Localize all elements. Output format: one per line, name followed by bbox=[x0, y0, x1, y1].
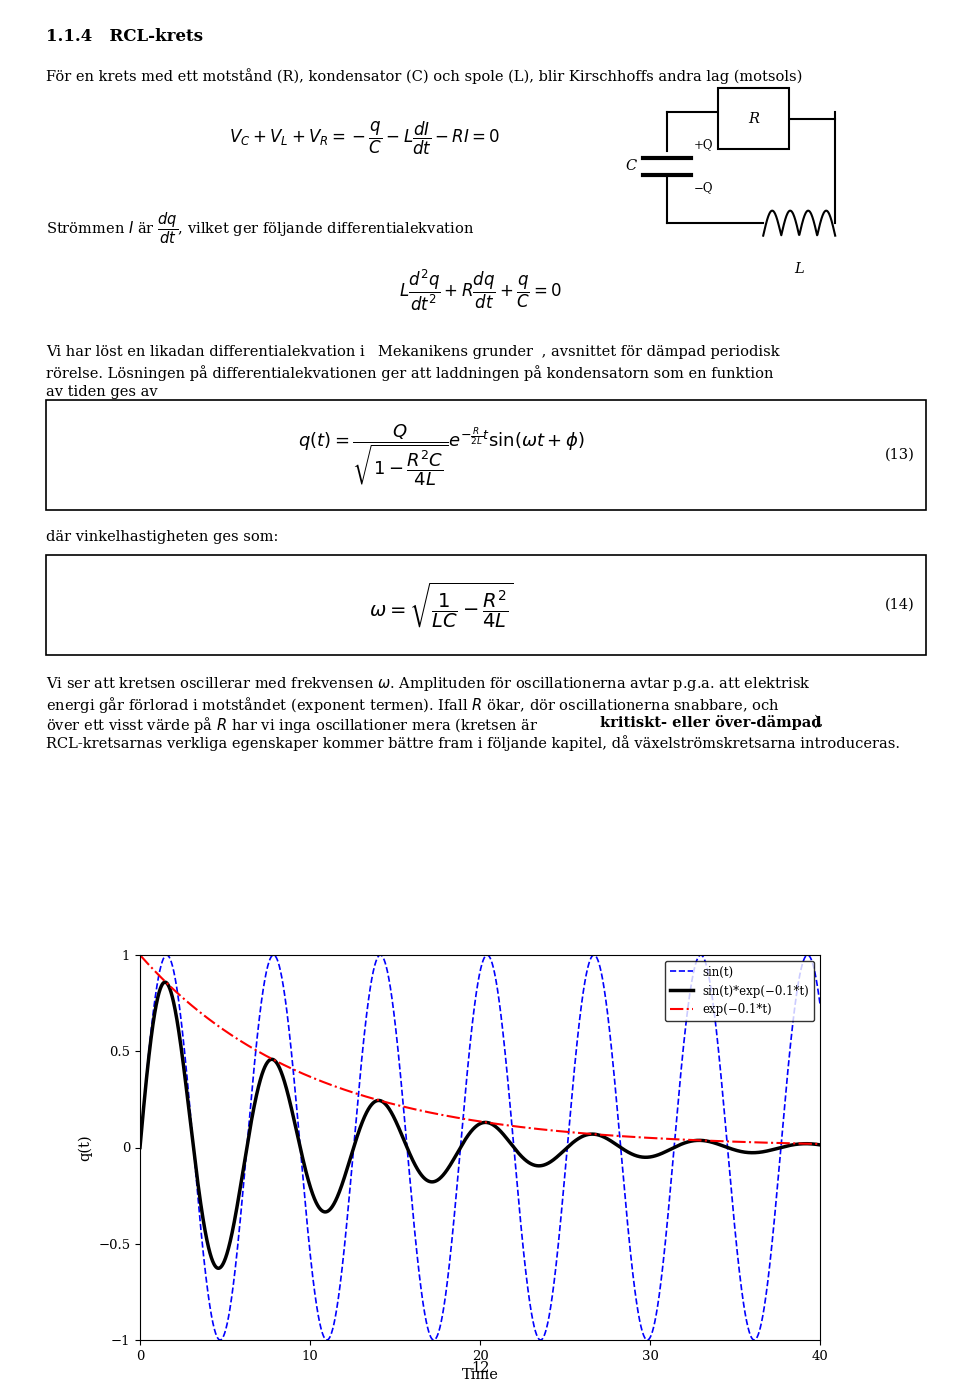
Line: sin(t)*exp(−0.1*t): sin(t)*exp(−0.1*t) bbox=[140, 983, 820, 1268]
Line: sin(t): sin(t) bbox=[140, 955, 820, 1340]
exp(−0.1*t) bbox=[134, 947, 146, 963]
Y-axis label: q(t): q(t) bbox=[78, 1134, 92, 1161]
Text: ).: ). bbox=[814, 714, 825, 728]
Text: $V_C + V_L + V_R = -\dfrac{q}{C} - L\dfrac{dI}{dt} - RI = 0$: $V_C + V_L + V_R = -\dfrac{q}{C} - L\dfr… bbox=[229, 120, 500, 157]
Text: RCL-kretsarnas verkliga egenskaper kommer bättre fram i följande kapitel, då väx: RCL-kretsarnas verkliga egenskaper komme… bbox=[46, 735, 900, 751]
Bar bbox=[46, 555, 926, 655]
sin(t)*exp(−0.1*t) bbox=[814, 1137, 826, 1154]
Text: (14): (14) bbox=[885, 598, 915, 612]
Text: Strömmen $I$ är $\dfrac{dq}{dt}$, vilket ger följande differentialekvation: Strömmen $I$ är $\dfrac{dq}{dt}$, vilket… bbox=[46, 210, 474, 246]
X-axis label: Time: Time bbox=[462, 1368, 498, 1382]
sin(t)*exp(−0.1*t) bbox=[258, 1061, 270, 1077]
sin(t)*exp(−0.1*t) bbox=[159, 974, 171, 991]
exp(−0.1*t) bbox=[814, 1136, 826, 1152]
exp(−0.1*t) bbox=[542, 1122, 554, 1138]
exp(−0.1*t) bbox=[576, 1125, 588, 1141]
exp(−0.1*t) bbox=[394, 1098, 405, 1115]
Text: där vinkelhastigheten ges som:: där vinkelhastigheten ges som: bbox=[46, 530, 278, 543]
Text: C: C bbox=[625, 160, 636, 174]
sin(t) bbox=[481, 947, 492, 963]
Text: $L\dfrac{d^2q}{dt^2} + R\dfrac{dq}{dt} + \dfrac{q}{C} = 0$: $L\dfrac{d^2q}{dt^2} + R\dfrac{dq}{dt} +… bbox=[398, 267, 562, 313]
Legend: sin(t), sin(t)*exp(−0.1*t), exp(−0.1*t): sin(t), sin(t)*exp(−0.1*t), exp(−0.1*t) bbox=[665, 960, 814, 1022]
sin(t)*exp(−0.1*t) bbox=[395, 1123, 406, 1140]
Text: −Q: −Q bbox=[694, 182, 713, 195]
sin(t)*exp(−0.1*t) bbox=[642, 1150, 654, 1166]
Text: $q(t) = \dfrac{Q}{\sqrt{1 - \dfrac{R^2C}{4L}}}e^{-\frac{R}{2L}t}\sin(\omega t + : $q(t) = \dfrac{Q}{\sqrt{1 - \dfrac{R^2C}… bbox=[299, 423, 585, 488]
sin(t) bbox=[542, 1314, 554, 1330]
sin(t) bbox=[642, 1332, 654, 1348]
sin(t) bbox=[693, 948, 705, 965]
sin(t)*exp(−0.1*t) bbox=[542, 1155, 554, 1172]
exp(−0.1*t) bbox=[257, 1047, 269, 1063]
Text: kritiskt- eller över-dämpad: kritiskt- eller över-dämpad bbox=[600, 714, 822, 730]
Text: L: L bbox=[794, 263, 804, 277]
Text: över ett visst värde på $R$ har vi inga oscillationer mera (kretsen är: över ett visst värde på $R$ har vi inga … bbox=[46, 714, 539, 735]
sin(t) bbox=[814, 995, 826, 1012]
sin(t)*exp(−0.1*t) bbox=[577, 1129, 588, 1145]
sin(t)*exp(−0.1*t) bbox=[134, 1140, 146, 1156]
Text: energi går förlorad i motståndet (exponent termen). Ifall $R$ ökar, dör oscillat: energi går förlorad i motståndet (expone… bbox=[46, 695, 780, 714]
sin(t) bbox=[134, 1140, 146, 1156]
Bar bbox=[46, 400, 926, 510]
sin(t) bbox=[214, 1332, 226, 1348]
sin(t) bbox=[577, 988, 588, 1005]
Text: av tiden ges av: av tiden ges av bbox=[46, 385, 157, 399]
FancyBboxPatch shape bbox=[718, 89, 789, 150]
Text: Vi ser att kretsen oscillerar med frekvensen $\omega$. Amplituden för oscillatio: Vi ser att kretsen oscillerar med frekve… bbox=[46, 676, 811, 694]
Text: (13): (13) bbox=[885, 448, 915, 461]
Text: 12: 12 bbox=[470, 1361, 490, 1375]
exp(−0.1*t) bbox=[641, 1130, 653, 1147]
Text: För en krets med ett motstånd (R), kondensator (C) och spole (L), blir Kirschhof: För en krets med ett motstånd (R), konde… bbox=[46, 68, 803, 83]
sin(t) bbox=[258, 979, 270, 995]
exp(−0.1*t) bbox=[693, 1131, 705, 1148]
sin(t) bbox=[395, 1061, 406, 1077]
sin(t)*exp(−0.1*t) bbox=[212, 1259, 224, 1276]
Line: exp(−0.1*t): exp(−0.1*t) bbox=[140, 955, 820, 1144]
Text: $\omega = \sqrt{\dfrac{1}{LC} - \dfrac{R^2}{4L}}$: $\omega = \sqrt{\dfrac{1}{LC} - \dfrac{R… bbox=[370, 580, 514, 630]
Text: 1.1.4   RCL-krets: 1.1.4 RCL-krets bbox=[46, 28, 204, 44]
Text: +Q: +Q bbox=[694, 138, 713, 152]
Text: Vi har löst en likadan differentialekvation i    Mekanikens grunder   , avsnitte: Vi har löst en likadan differentialekvat… bbox=[46, 345, 780, 359]
sin(t)*exp(−0.1*t) bbox=[693, 1131, 705, 1148]
Text: rörelse. Lösningen på differentialekvationen ger att laddningen på kondensatorn : rörelse. Lösningen på differentialekvati… bbox=[46, 366, 774, 381]
Text: R: R bbox=[748, 113, 759, 126]
